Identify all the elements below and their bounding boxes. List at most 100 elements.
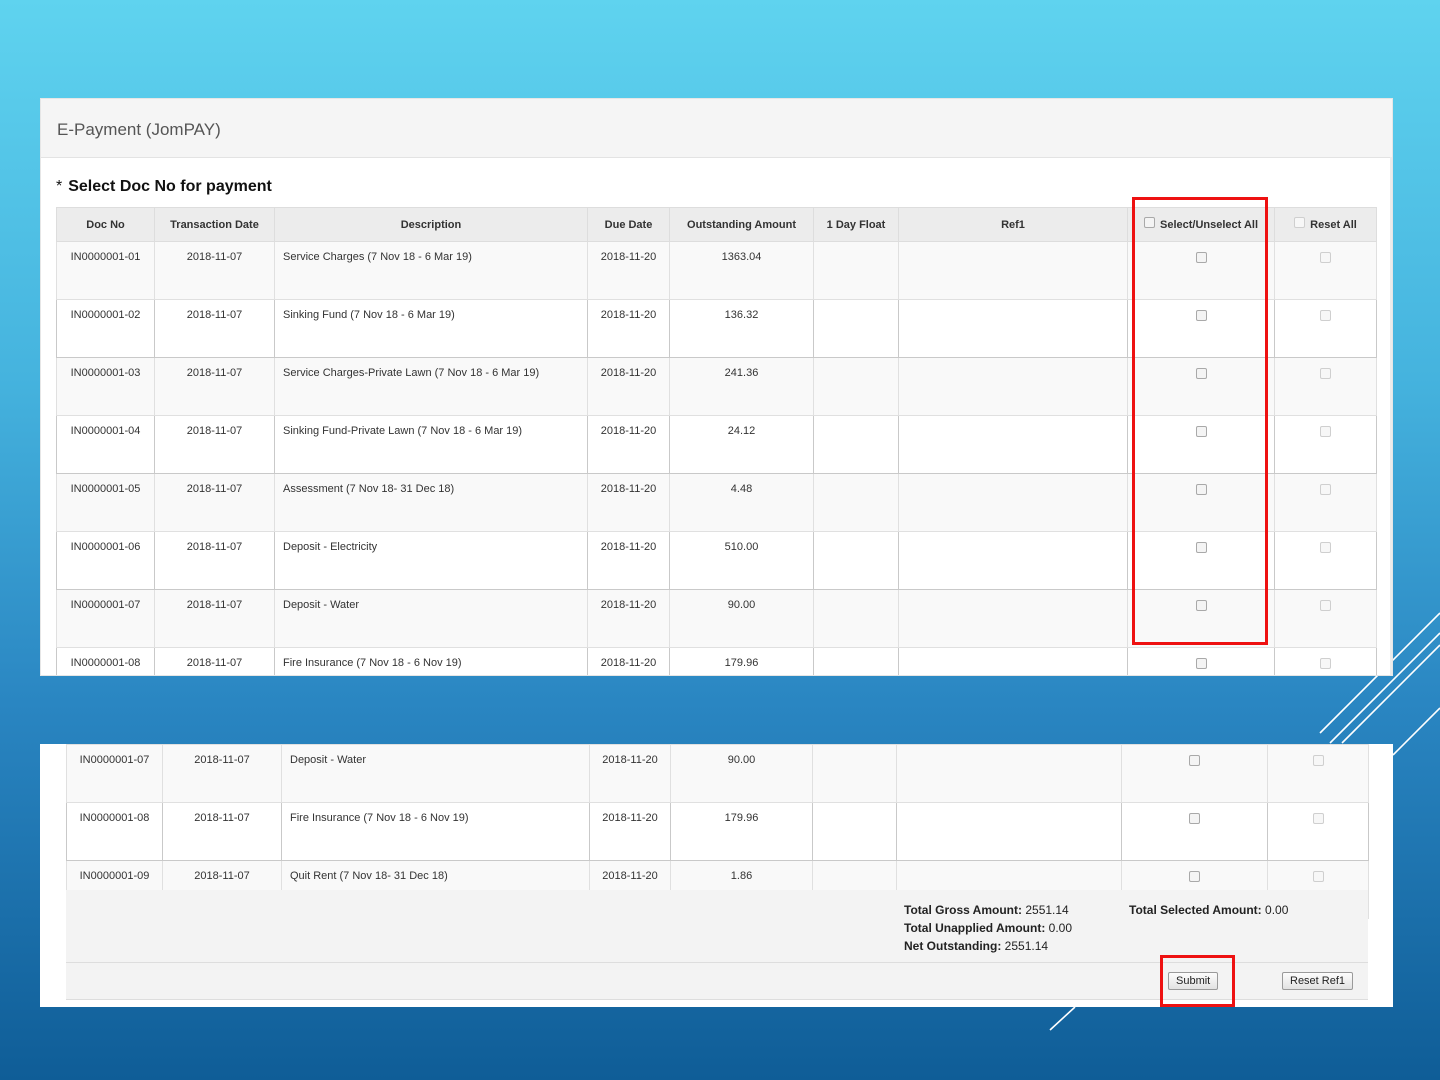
row-select-checkbox[interactable] xyxy=(1189,870,1200,882)
row-reset-checkbox[interactable] xyxy=(1320,483,1331,495)
ref1-cell[interactable] xyxy=(898,357,1128,416)
header-day-float[interactable]: 1 Day Float xyxy=(813,207,899,242)
doc-no-cell: IN0000001-03 xyxy=(56,357,155,416)
header-transaction-date[interactable]: Transaction Date xyxy=(154,207,275,242)
row-reset-checkbox[interactable] xyxy=(1312,870,1324,882)
row-reset-checkbox[interactable] xyxy=(1320,309,1331,321)
table-row: IN0000001-05 2018-11-07 Assessment (7 Nov … xyxy=(56,473,1377,532)
reset-ref1-button[interactable]: Reset Ref1 xyxy=(1282,972,1354,990)
row-reset-checkbox[interactable] xyxy=(1320,251,1331,263)
ref1-cell[interactable] xyxy=(898,589,1128,648)
transaction-date-cell: 2018-11-07 xyxy=(154,357,275,416)
table-row: IN0000001-04 2018-11-07 Sinking Fund-Priva… xyxy=(56,415,1377,474)
reset-cell xyxy=(1274,415,1377,474)
reset-all-checkbox[interactable] xyxy=(1294,217,1306,229)
transaction-date-cell: 2018-11-07 xyxy=(154,299,275,358)
ref1-cell[interactable] xyxy=(898,473,1128,532)
description-cell: Assessment (7 Nov 18- 31 Dec 18) xyxy=(274,473,588,532)
reset-all-label: Reset All xyxy=(1310,218,1357,231)
total-gross-amount: Total Gross Amount: 2551.14 xyxy=(904,903,1069,917)
day-float-cell xyxy=(813,473,899,532)
row-reset-checkbox[interactable] xyxy=(1312,754,1324,766)
ref1-cell[interactable] xyxy=(898,299,1128,358)
row-reset-checkbox[interactable] xyxy=(1320,599,1331,611)
submit-button[interactable]: Submit xyxy=(1168,972,1219,990)
description-cell: Sinking Fund (7 Nov 18 - 6 Mar 19) xyxy=(274,299,588,358)
row-select-checkbox[interactable] xyxy=(1189,812,1200,824)
ref1-cell[interactable] xyxy=(896,802,1122,861)
row-reset-checkbox[interactable] xyxy=(1320,541,1331,553)
description-cell: Service Charges-Private Lawn (7 Nov 18 -… xyxy=(274,357,588,416)
outstanding-amount-cell: 136.32 xyxy=(669,299,814,358)
ref1-cell[interactable] xyxy=(898,647,1128,675)
outstanding-amount-cell: 90.00 xyxy=(669,589,814,648)
row-reset-checkbox[interactable] xyxy=(1320,425,1331,437)
row-select-checkbox[interactable] xyxy=(1195,657,1207,669)
due-date-cell: 2018-11-20 xyxy=(587,357,670,416)
ref1-cell[interactable] xyxy=(898,415,1128,474)
day-float-cell xyxy=(813,589,899,648)
epayment-panel-bottom: IN0000001-07 2018-11-07 Deposit - Water 201… xyxy=(40,744,1393,1007)
ref1-cell[interactable] xyxy=(898,531,1128,590)
transaction-date-cell: 2018-11-07 xyxy=(162,802,282,861)
doc-no-cell: IN0000001-04 xyxy=(56,415,155,474)
outstanding-amount-cell: 90.00 xyxy=(670,744,813,803)
totals-left: Total Gross Amount: 2551.14 Total Unappl… xyxy=(904,901,1072,955)
select-all-label: Select/Unselect All xyxy=(1159,218,1259,231)
day-float-cell xyxy=(813,415,899,474)
outstanding-amount-cell: 241.36 xyxy=(669,357,814,416)
section-title: * Select Doc No for payment xyxy=(56,178,272,196)
ref1-cell[interactable] xyxy=(898,241,1128,300)
action-bar: Submit Reset Ref1 xyxy=(66,963,1368,1000)
row-reset-checkbox[interactable] xyxy=(1312,812,1324,824)
row-reset-checkbox[interactable] xyxy=(1320,657,1331,669)
row-select-checkbox[interactable] xyxy=(1195,541,1207,553)
row-select-checkbox[interactable] xyxy=(1195,367,1207,379)
row-select-checkbox[interactable] xyxy=(1195,309,1207,321)
description-cell: Deposit - Electricity xyxy=(274,531,588,590)
doc-no-cell: IN0000001-08 xyxy=(56,647,155,675)
doc-no-cell: IN0000001-06 xyxy=(56,531,155,590)
doc-no-cell: IN0000001-08 xyxy=(66,802,163,861)
transaction-date-cell: 2018-11-07 xyxy=(154,241,275,300)
row-select-checkbox[interactable] xyxy=(1189,754,1200,766)
due-date-cell: 2018-11-20 xyxy=(587,415,670,474)
description-cell: Fire Insurance (7 Nov 18 - 6 Nov 19) xyxy=(281,802,590,861)
due-date-cell: 2018-11-20 xyxy=(589,802,671,861)
due-date-cell: 2018-11-20 xyxy=(587,241,670,300)
header-description[interactable]: Description xyxy=(274,207,588,242)
table-row: IN0000001-03 2018-11-07 Service Charges-Pr… xyxy=(56,357,1377,416)
description-cell: Fire Insurance (7 Nov 18 - 6 Nov 19) xyxy=(274,647,588,675)
row-select-checkbox[interactable] xyxy=(1195,483,1207,495)
select-cell xyxy=(1127,647,1275,675)
row-select-checkbox[interactable] xyxy=(1195,251,1207,263)
reset-cell xyxy=(1274,531,1377,590)
header-doc-no[interactable]: Doc No xyxy=(56,207,155,242)
row-select-checkbox[interactable] xyxy=(1195,599,1207,611)
select-cell xyxy=(1127,415,1275,474)
reset-cell xyxy=(1274,647,1377,675)
description-cell: Service Charges (7 Nov 18 - 6 Mar 19) xyxy=(274,241,588,300)
outstanding-amount-cell: 24.12 xyxy=(669,415,814,474)
due-date-cell: 2018-11-20 xyxy=(587,299,670,358)
select-all-checkbox[interactable] xyxy=(1143,217,1155,229)
epayment-panel: E-Payment (JomPAY) * Select Doc No for pa… xyxy=(40,98,1393,676)
header-outstanding-amount[interactable]: Outstanding Amount xyxy=(669,207,814,242)
transaction-date-cell: 2018-11-07 xyxy=(162,744,282,803)
reset-cell xyxy=(1274,241,1377,300)
panel-title: E-Payment (JomPAY) xyxy=(41,99,1392,158)
total-selected-amount: Total Selected Amount: 0.00 xyxy=(1129,903,1289,917)
header-reset-all: Reset All xyxy=(1274,207,1377,242)
highlight-submit-button xyxy=(1160,955,1235,1007)
due-date-cell: 2018-11-20 xyxy=(589,744,671,803)
select-cell xyxy=(1127,241,1275,300)
select-cell xyxy=(1127,531,1275,590)
day-float-cell xyxy=(813,531,899,590)
reset-cell xyxy=(1274,357,1377,416)
row-select-checkbox[interactable] xyxy=(1195,425,1207,437)
header-due-date[interactable]: Due Date xyxy=(587,207,670,242)
ref1-cell[interactable] xyxy=(896,744,1122,803)
header-ref1[interactable]: Ref1 xyxy=(898,207,1128,242)
net-outstanding: Net Outstanding: 2551.14 xyxy=(904,939,1049,953)
row-reset-checkbox[interactable] xyxy=(1320,367,1331,379)
